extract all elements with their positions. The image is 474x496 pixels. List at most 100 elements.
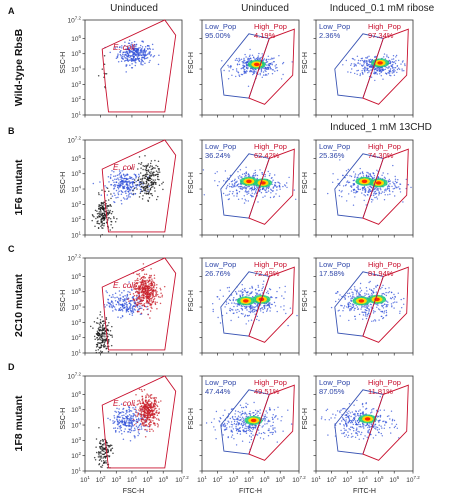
event-point <box>223 422 226 425</box>
event-point <box>153 284 156 287</box>
event-point <box>154 405 156 408</box>
event-point <box>263 418 265 421</box>
event-point <box>248 55 251 58</box>
event-point <box>150 274 153 277</box>
event-point <box>353 171 355 173</box>
event-point <box>119 428 121 430</box>
event-point <box>125 183 127 186</box>
event-point <box>130 181 132 183</box>
event-point <box>366 313 369 316</box>
event-point <box>126 411 128 414</box>
event-point <box>233 179 236 182</box>
event-point <box>136 56 139 59</box>
event-point <box>150 401 153 404</box>
event-point <box>394 295 396 298</box>
event-point <box>239 175 241 177</box>
ecoli-gate <box>101 375 177 469</box>
event-point <box>262 425 264 427</box>
event-point <box>361 70 363 72</box>
event-point <box>146 173 149 176</box>
event-point <box>382 307 385 309</box>
event-point <box>380 315 382 318</box>
event-point <box>266 191 268 193</box>
event-point <box>99 314 101 316</box>
event-point <box>236 305 238 307</box>
event-point <box>261 287 263 290</box>
event-point <box>148 409 151 411</box>
event-point <box>151 168 154 170</box>
x-tick-exponent: 2 <box>220 475 223 480</box>
event-point <box>139 172 142 174</box>
event-point <box>245 56 247 58</box>
event-point <box>144 399 147 401</box>
event-point <box>148 285 150 288</box>
event-point <box>223 69 225 72</box>
event-point <box>252 56 255 58</box>
event-point <box>249 71 251 73</box>
event-point <box>113 417 116 419</box>
x-tick-exponent: 7.2 <box>182 475 189 480</box>
event-point <box>156 165 159 168</box>
event-point <box>112 302 114 304</box>
event-point <box>371 320 373 322</box>
event-point <box>118 170 121 172</box>
event-point <box>359 294 361 296</box>
event-point <box>123 418 125 420</box>
event-point <box>385 294 387 297</box>
event-point <box>351 68 353 70</box>
event-point <box>251 307 254 309</box>
event-point <box>158 184 161 187</box>
event-point <box>143 273 146 276</box>
event-point <box>369 173 372 175</box>
event-point <box>103 346 105 348</box>
event-point <box>100 346 102 349</box>
event-point <box>102 340 104 342</box>
event-point <box>259 74 261 76</box>
event-point <box>145 409 148 411</box>
event-point <box>102 206 104 208</box>
event-point <box>373 73 376 75</box>
event-point <box>128 313 131 316</box>
event-point <box>117 55 119 57</box>
event-point <box>366 171 368 174</box>
event-point <box>370 64 372 66</box>
event-point <box>347 307 349 309</box>
y-axis-label: FSC-H <box>188 408 195 429</box>
event-point <box>122 407 125 410</box>
y-axis-label: SSC-H <box>60 172 67 194</box>
event-point <box>157 63 160 66</box>
event-point <box>121 417 124 419</box>
event-point <box>229 309 231 311</box>
event-point <box>266 64 268 66</box>
event-point <box>383 310 386 312</box>
event-point <box>104 334 106 336</box>
event-point <box>131 47 134 50</box>
event-point <box>232 191 234 193</box>
event-point <box>107 175 110 178</box>
event-point <box>235 429 238 432</box>
event-point <box>388 187 390 190</box>
event-point <box>245 412 247 415</box>
event-point <box>107 199 110 201</box>
event-point <box>152 171 154 174</box>
event-point <box>350 288 352 291</box>
event-point <box>152 420 154 422</box>
event-point <box>410 186 412 189</box>
event-point <box>125 305 128 307</box>
event-point <box>119 181 122 183</box>
event-point <box>231 302 233 304</box>
event-point <box>115 184 117 186</box>
event-point <box>138 156 141 158</box>
event-point <box>392 302 394 304</box>
event-point <box>145 170 148 172</box>
event-point <box>269 173 271 175</box>
event-point <box>235 309 237 311</box>
event-point <box>241 284 243 286</box>
event-point <box>100 220 103 223</box>
event-point <box>136 273 138 275</box>
event-point <box>355 65 357 67</box>
event-point <box>108 333 110 336</box>
event-point <box>235 303 237 305</box>
event-point <box>374 319 376 321</box>
event-point <box>381 286 383 289</box>
